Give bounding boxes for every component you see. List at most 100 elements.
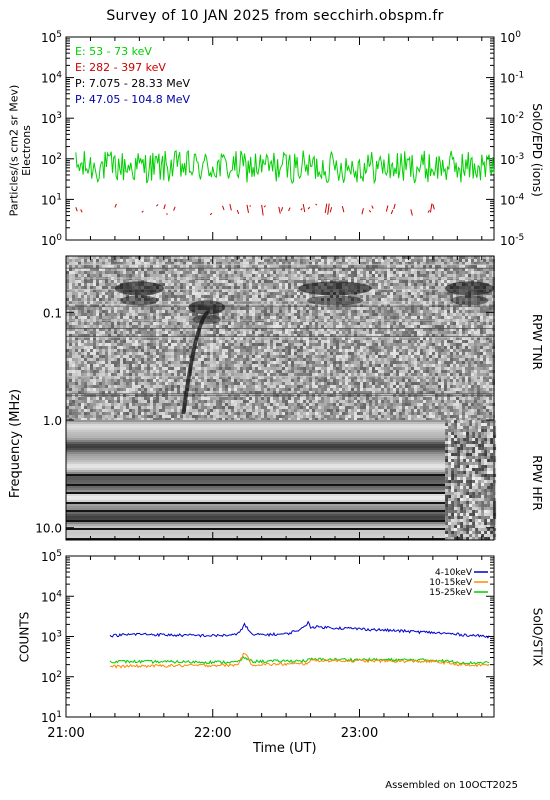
rpw-tnr-streak xyxy=(66,301,494,303)
epd-legend-entry: E: 53 - 73 keV xyxy=(75,45,152,58)
rpw-ytick-label: 0.1 xyxy=(43,306,62,320)
epd-sparse-mark xyxy=(114,203,117,208)
stix-legend-entry: 4-10keV xyxy=(435,568,473,578)
epd-right-ytick-label: 10-5 xyxy=(500,233,524,248)
rpw-tnr-streak xyxy=(66,319,494,321)
rpw-burst-band xyxy=(450,295,489,306)
epd-left-ytick-label: 102 xyxy=(41,152,62,167)
epd-left-ytick-label: 103 xyxy=(41,111,62,126)
epd-sparse-mark xyxy=(236,209,240,215)
epd-sparse-mark xyxy=(427,209,430,213)
epd-sparse-mark xyxy=(432,204,435,210)
epd-sparse-mark xyxy=(393,203,396,210)
rpw-tnr-streak xyxy=(66,305,494,307)
epd-sparse-mark xyxy=(278,206,281,214)
stix-xlabel: Time (UT) xyxy=(253,740,317,756)
epd-right-ytick-label: 100 xyxy=(500,30,521,45)
epd-right-ytick-label: 10-1 xyxy=(500,71,524,86)
epd-sparse-mark xyxy=(156,204,159,207)
epd-sparse-mark xyxy=(288,207,291,212)
epd-sparse-mark xyxy=(390,209,394,215)
rpw-tnr-streak xyxy=(66,267,494,269)
epd-sparse-mark xyxy=(368,210,372,213)
epd-sparse-mark xyxy=(324,203,328,214)
epd-sparse-mark xyxy=(261,204,264,216)
epd-left-ytick-label: 101 xyxy=(41,192,62,207)
epd-sparse-mark xyxy=(173,206,176,211)
rpw-ylabel: Frequency (MHz) xyxy=(7,388,23,498)
rpw-burst xyxy=(298,281,372,296)
epd-sparse-mark xyxy=(163,204,166,210)
epd-sparse-mark xyxy=(80,209,83,213)
rpw-ytick-label: 1.0 xyxy=(43,414,62,428)
epd-right-ytick-label: 10-2 xyxy=(500,111,524,126)
rpw-tnr-label: RPW TNR xyxy=(529,314,544,370)
epd-right-ytick-label: 10-4 xyxy=(500,192,525,207)
epd-sparse-mark xyxy=(209,212,213,216)
epd-sparse-mark xyxy=(410,209,413,216)
rpw-burst-band xyxy=(120,295,159,306)
stix-ytick-label: 104 xyxy=(41,589,62,604)
rpw-tnr-streak xyxy=(66,328,494,330)
stix-ylabel: COUNTS xyxy=(16,611,31,663)
rpw-ytick-label: 10.0 xyxy=(35,522,62,536)
rpw-tnr-streak xyxy=(66,277,494,279)
epd-sparse-mark xyxy=(327,203,330,215)
stix-xtick-label: 21:00 xyxy=(47,726,84,741)
epd-left-ytick-label: 105 xyxy=(41,30,62,45)
epd-legend-entry: P: 47.05 - 104.8 MeV xyxy=(75,93,191,106)
rpw-burst xyxy=(445,281,494,296)
stix-xtick-label: 23:00 xyxy=(341,726,378,741)
epd-frame xyxy=(65,36,495,241)
epd-sparse-mark xyxy=(361,208,364,215)
rpw-tnr-streak xyxy=(66,336,494,338)
rpw-burst-band xyxy=(192,314,221,325)
rpw-tnr-spectrogram xyxy=(66,256,495,421)
epd-series-line xyxy=(75,149,495,185)
rpw-hfr-spectrogram xyxy=(66,420,497,540)
epd-sparse-mark xyxy=(222,205,225,211)
assembled-footer: Assembled on 10OCT2025 xyxy=(385,780,518,791)
epd-left-ylabel: Particles/(s cm2 sr Mev) xyxy=(7,84,21,216)
stix-series-line xyxy=(109,620,490,639)
rpw-tnr-streak xyxy=(66,263,494,265)
epd-left-ytick-label: 104 xyxy=(41,71,62,86)
stix-xtick-label: 22:00 xyxy=(194,726,231,741)
rpw-burst-band xyxy=(306,295,364,306)
stix-series-line xyxy=(110,652,490,669)
rpw-tnr-streak xyxy=(66,395,494,397)
stix-legend-entry: 15-25keV xyxy=(429,588,473,598)
rpw-tnr-streak xyxy=(66,303,494,305)
epd-right-ytick-label: 10-3 xyxy=(500,152,524,167)
stix-right-ylabel: SolO/STIX xyxy=(529,607,544,667)
rpw-tnr-streak xyxy=(66,335,494,337)
epd-sparse-mark xyxy=(263,205,266,208)
rpw-frame xyxy=(65,255,495,541)
epd-legend-entry: E: 282 - 397 keV xyxy=(75,61,166,74)
rpw-hfr-label: RPW HFR xyxy=(529,455,544,511)
epd-sparse-mark xyxy=(371,205,374,209)
page-title: Survey of 10 JAN 2025 from secchirh.obsp… xyxy=(106,8,444,24)
rpw-burst xyxy=(188,300,225,315)
epd-sparse-mark xyxy=(385,205,389,212)
epd-sparse-mark xyxy=(302,204,306,213)
epd-sparse-mark xyxy=(300,208,303,211)
epd-left-ytick-label: 100 xyxy=(41,233,62,248)
stix-ytick-label: 102 xyxy=(41,670,62,685)
stix-ytick-label: 101 xyxy=(41,710,62,725)
rpw-burst xyxy=(114,281,164,296)
stix-ytick-label: 103 xyxy=(41,630,62,645)
epd-sparse-mark xyxy=(329,207,333,213)
rpw-drift-burst xyxy=(181,310,210,415)
stix-series-line xyxy=(109,656,490,665)
epd-sparse-mark xyxy=(341,206,345,213)
epd-sparse-mark xyxy=(429,203,433,213)
epd-left-ylabel-sub: Electrons xyxy=(19,124,33,176)
rpw-tnr-streak xyxy=(66,289,494,291)
rpw-tnr-streak xyxy=(66,376,494,378)
rpw-tnr-streak xyxy=(66,393,494,395)
epd-sparse-mark xyxy=(75,207,78,212)
epd-right-ylabel: SolO/EPD (ions) xyxy=(529,103,544,197)
epd-sparse-mark xyxy=(307,206,311,210)
